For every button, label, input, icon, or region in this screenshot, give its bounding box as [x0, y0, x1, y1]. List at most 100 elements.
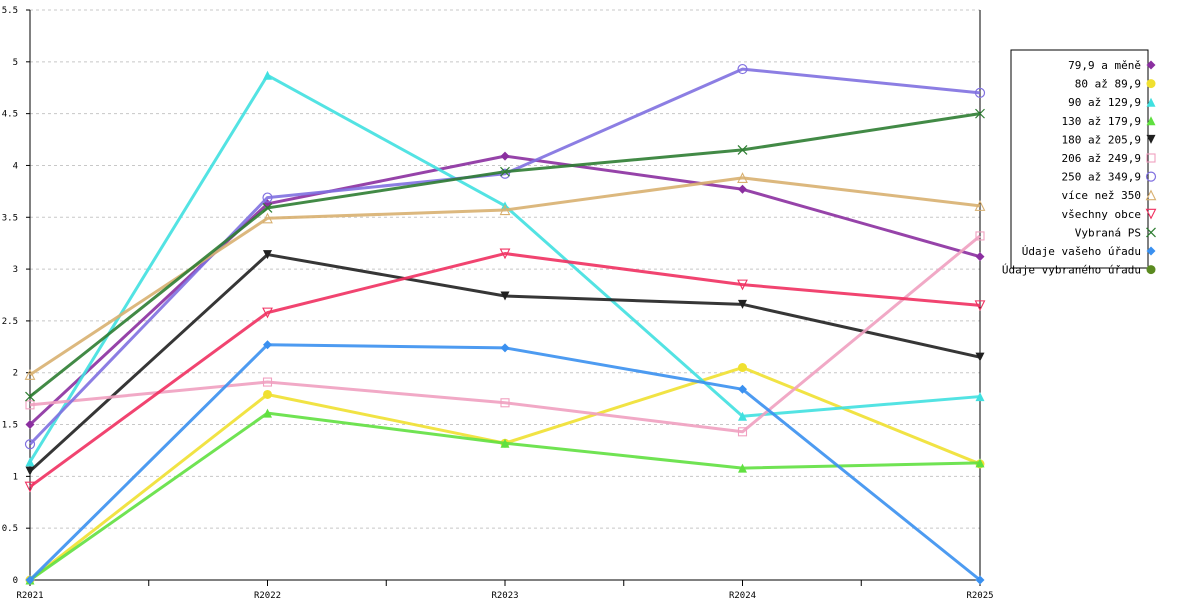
- legend-marker: [1146, 246, 1156, 256]
- legend-marker: [1146, 153, 1156, 163]
- data-point: [262, 192, 273, 203]
- series-3: [25, 408, 985, 585]
- series-5: [25, 231, 985, 437]
- data-point: [263, 340, 272, 350]
- series-line: [28, 154, 981, 426]
- series-line: [29, 252, 981, 488]
- cross-stroke: [25, 391, 35, 402]
- legend-label: Údaje vašeho úřadu: [1022, 245, 1141, 258]
- data-point: [737, 172, 748, 183]
- y-tick-label: 2.5: [2, 317, 18, 327]
- legend-marker: [1146, 60, 1156, 70]
- cross-stroke: [500, 166, 510, 177]
- data-point: [263, 70, 272, 80]
- legend-marker: [1145, 208, 1157, 220]
- data-point: [738, 463, 747, 473]
- data-point: [262, 307, 273, 319]
- data-point: [500, 438, 510, 448]
- x-tick-label: R2021: [16, 591, 43, 600]
- legend-label: 180 až 205,9: [1062, 133, 1141, 146]
- series-0: [25, 151, 985, 430]
- y-tick-label: 5.5: [2, 6, 18, 16]
- legend-label: 79,9 a měně: [1068, 59, 1141, 72]
- legend: 79,9 a měně 80 až 89,9 90 až 129,9 130 až 1…: [1002, 49, 1157, 277]
- data-point: [738, 184, 747, 194]
- legend-marker: [1146, 227, 1156, 238]
- legend-marker: [1145, 171, 1157, 182]
- cross-stroke: [262, 203, 273, 213]
- data-point: [738, 363, 747, 373]
- data-point: [263, 408, 272, 418]
- y-tick-label: 1.5: [2, 421, 18, 431]
- legend-marker: [1146, 134, 1156, 144]
- legend-label: 130 až 179,9: [1062, 115, 1141, 128]
- axes: 0 0.5 1 1.5 2 2.5 3 3.5 4 4.5 5 5.5 R2021 R2022 R2023 R…: [2, 6, 994, 600]
- data-point: [974, 200, 986, 211]
- data-point: [24, 439, 36, 450]
- series-line: [29, 366, 981, 582]
- data-point: [25, 391, 35, 402]
- series-group: [24, 63, 986, 585]
- series-4: [25, 250, 985, 476]
- data-point: [974, 87, 986, 99]
- legend-label: 250 až 349,9: [1062, 171, 1141, 184]
- data-point: [975, 352, 985, 362]
- series-line: [28, 343, 981, 582]
- series-line: [28, 67, 981, 446]
- data-point: [738, 411, 747, 421]
- data-point: [500, 151, 510, 161]
- y-tick-label: 4: [13, 161, 18, 171]
- legend-box: [1010, 49, 1149, 269]
- legend-marker: [1146, 116, 1156, 126]
- legend-marker: [1146, 79, 1156, 89]
- data-point: [24, 481, 36, 493]
- series-8: [24, 248, 986, 493]
- data-point: [500, 343, 510, 353]
- legend-marker: [1146, 265, 1156, 275]
- y-tick-label: 3: [13, 265, 18, 275]
- data-point: [975, 392, 985, 402]
- data-point: [262, 212, 273, 224]
- data-point: [975, 458, 985, 468]
- y-tick-label: 0.5: [2, 524, 18, 534]
- data-point: [499, 248, 511, 260]
- data-point: [500, 398, 510, 408]
- data-point: [262, 377, 273, 387]
- legend-label: 90 až 129,9: [1068, 96, 1141, 109]
- data-point: [24, 369, 36, 380]
- x-tick-label: R2024: [729, 591, 756, 600]
- series-line: [29, 234, 981, 434]
- data-point: [263, 250, 272, 260]
- data-point: [975, 108, 985, 119]
- x-tick-label: R2023: [491, 591, 518, 600]
- data-point: [25, 575, 35, 585]
- gridlines: [30, 9, 980, 529]
- data-point: [737, 144, 748, 155]
- legend-marker: [1146, 97, 1156, 107]
- legend-label: Vybraná PS: [1075, 226, 1141, 239]
- legend-label: 206 až 249,9: [1062, 152, 1141, 165]
- legend-label: 80 až 89,9: [1075, 78, 1141, 91]
- legend-label: více než 350: [1062, 189, 1141, 202]
- data-point: [738, 384, 747, 394]
- cross-stroke: [975, 108, 985, 119]
- x-tick-label: R2022: [254, 591, 281, 600]
- data-point: [975, 231, 985, 241]
- data-point: [737, 279, 748, 291]
- data-point: [25, 466, 35, 476]
- data-point: [263, 389, 272, 399]
- legend-label: všechny obce: [1062, 208, 1141, 221]
- data-point: [500, 291, 510, 301]
- data-point: [500, 166, 510, 177]
- data-point: [974, 300, 986, 312]
- y-tick-label: 0: [13, 576, 18, 586]
- data-point: [499, 204, 511, 216]
- data-point: [737, 63, 748, 75]
- series-9: [25, 108, 985, 402]
- y-tick-label: 5: [13, 58, 18, 68]
- data-point: [25, 400, 35, 410]
- data-point: [262, 203, 273, 213]
- y-tick-label: 2: [13, 369, 18, 379]
- cross-stroke: [737, 144, 748, 155]
